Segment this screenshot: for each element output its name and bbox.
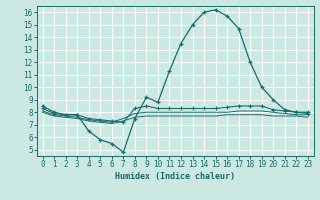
X-axis label: Humidex (Indice chaleur): Humidex (Indice chaleur): [115, 172, 235, 181]
